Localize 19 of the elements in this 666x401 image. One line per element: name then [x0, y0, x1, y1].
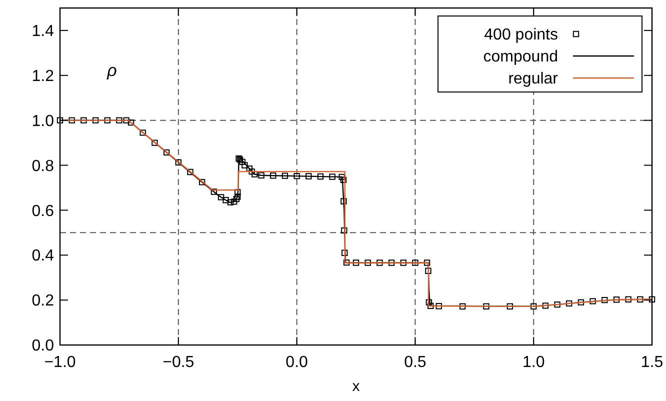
y-tick-label: 0.4 [32, 248, 54, 265]
x-tick-label: 1.0 [522, 354, 545, 371]
legend-label: compound [483, 48, 558, 66]
x-tick-label: −1.0 [44, 354, 76, 371]
y-tick-label: 1.2 [32, 68, 54, 85]
y-tick-label: 0.8 [32, 158, 54, 175]
annotation: ρ [106, 61, 118, 80]
y-tick-label: 1.4 [32, 23, 54, 40]
y-tick-label: 1.0 [32, 112, 54, 130]
legend-label: 400 points [484, 26, 558, 44]
y-tick-label: 0.0 [32, 338, 54, 355]
x-axis-title: x [352, 378, 360, 395]
x-tick-label: 0.5 [404, 354, 426, 371]
x-tick-label: 0.0 [286, 354, 308, 371]
y-tick-label: 0.2 [32, 292, 54, 310]
y-tick-label: 0.6 [32, 202, 54, 220]
legend-label: regular [508, 70, 559, 88]
x-tick-label: −0.5 [162, 354, 194, 371]
x-tick-label: 1.5 [640, 354, 664, 371]
